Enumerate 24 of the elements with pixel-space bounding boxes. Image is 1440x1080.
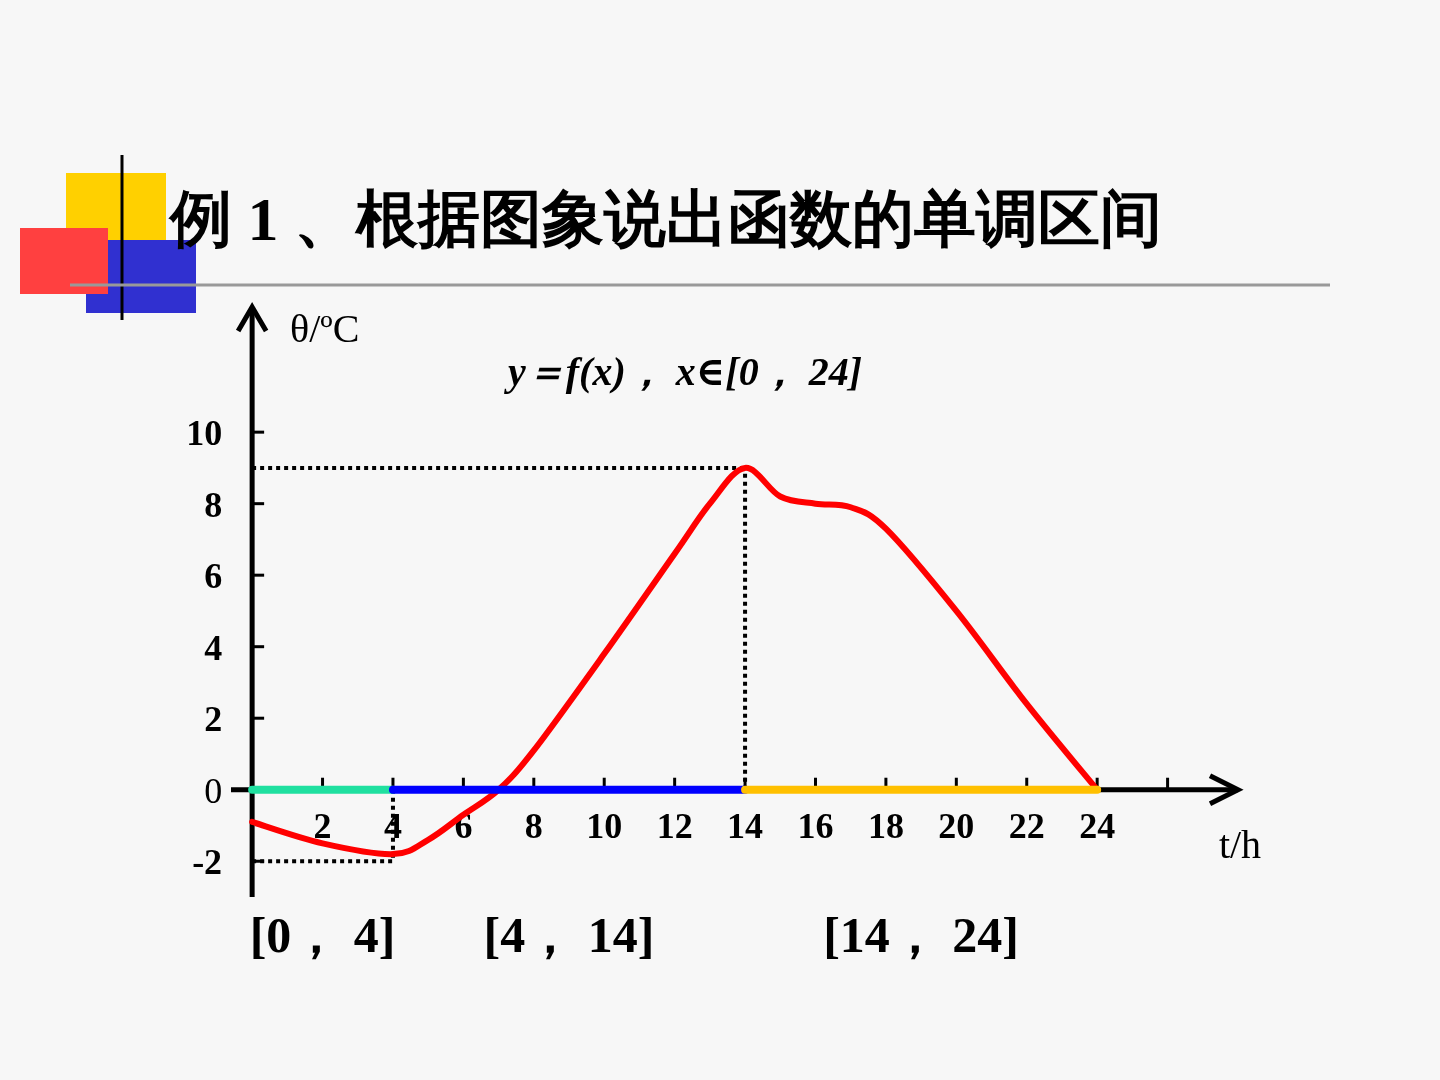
annotation: [0， 4] — [249, 906, 396, 963]
y-tick-label: 6 — [204, 556, 223, 597]
annotation: [4， 14] — [483, 906, 655, 963]
y-tick-label: 2 — [204, 699, 223, 740]
chart-title: 例 1 、根据图象说出函数的单调区间 — [168, 185, 1162, 253]
x-tick-label: 18 — [867, 805, 904, 846]
x-tick-label: 8 — [524, 805, 543, 846]
x-tick-label: 2 — [313, 805, 332, 846]
y-tick-label: 0 — [204, 770, 223, 811]
y-tick-label: 10 — [186, 413, 223, 454]
x-tick-label: 14 — [727, 805, 764, 846]
x-tick-label: 16 — [797, 805, 834, 846]
y-tick-label: 4 — [204, 627, 223, 668]
x-tick-label: 12 — [656, 805, 693, 846]
x-tick-label: 22 — [1008, 805, 1045, 846]
x-tick-label: 10 — [586, 805, 623, 846]
y-tick-label: -2 — [192, 842, 223, 883]
text: y＝f(x)， x∈[0， 24] — [504, 349, 862, 394]
annotation: [14， 24] — [823, 906, 1020, 963]
x-tick-label: 20 — [938, 805, 975, 846]
x-tick-label: 24 — [1079, 805, 1116, 846]
x-axis-title: t/h — [1218, 822, 1262, 867]
y-tick-label: 8 — [204, 484, 223, 525]
y-axis-title: θ/ºC — [290, 306, 360, 351]
